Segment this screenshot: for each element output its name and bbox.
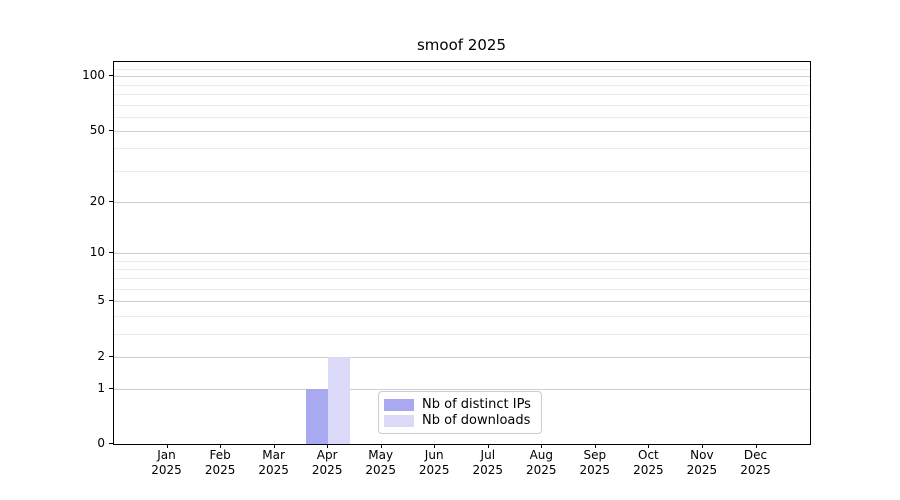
x-tick-feb (220, 444, 222, 448)
y-gridline-minor-6 (114, 289, 810, 290)
y-tick-0 (109, 443, 113, 444)
bar-downloads-apr (328, 356, 351, 444)
y-gridline-minor-70 (114, 104, 810, 106)
x-tick-label-oct: Oct 2025 (633, 448, 664, 477)
x-tick-aug (541, 444, 543, 448)
y-gridline-minor-8 (114, 269, 810, 270)
y-gridline-20 (114, 201, 810, 203)
y-gridline-minor-30 (114, 170, 810, 172)
legend: Nb of distinct IPs Nb of downloads (378, 391, 542, 434)
y-gridline-minor-90 (114, 84, 810, 86)
x-tick-label-sep: Sep 2025 (579, 448, 611, 477)
y-tick-label-5: 5 (97, 293, 105, 308)
y-gridline-minor-60 (114, 116, 810, 118)
y-gridline-2 (114, 356, 810, 358)
chart-title: smoof 2025 (416, 36, 506, 54)
legend-swatch-downloads-icon (384, 414, 414, 427)
y-tick-1 (109, 387, 113, 389)
bar-distinct-ips-apr (306, 388, 329, 444)
y-tick-100 (109, 75, 113, 77)
y-tick-label-2: 2 (97, 348, 105, 363)
x-tick-label-nov: Nov 2025 (686, 448, 718, 477)
legend-label-downloads: Nb of downloads (422, 413, 531, 428)
x-tick-mar (273, 444, 275, 448)
y-tick-label-1: 1 (97, 380, 105, 395)
y-tick-label-20: 20 (89, 193, 105, 208)
x-tick-sep (594, 444, 596, 448)
y-gridline-5 (114, 301, 810, 303)
y-tick-50 (109, 129, 113, 131)
x-tick-label-apr: Apr 2025 (311, 448, 343, 477)
x-tick-jan (166, 444, 168, 448)
x-tick-apr (327, 444, 329, 448)
x-tick-nov (701, 444, 703, 448)
y-gridline-10 (114, 253, 810, 254)
y-tick-20 (109, 200, 113, 202)
x-tick-jul (487, 444, 489, 448)
y-tick-10 (109, 252, 113, 253)
legend-item-downloads: Nb of downloads (384, 413, 535, 428)
y-gridline-minor-9 (114, 260, 810, 262)
x-tick-label-jul: Jul 2025 (472, 448, 504, 477)
x-tick-may (380, 444, 382, 448)
y-gridline-50 (114, 130, 810, 132)
x-tick-label-aug: Aug 2025 (526, 448, 557, 477)
x-tick-dec (755, 444, 757, 448)
y-gridline-minor-4 (114, 315, 810, 317)
y-tick-label-10: 10 (89, 245, 105, 259)
x-tick-label-mar: Mar 2025 (258, 448, 289, 477)
y-gridline-1 (114, 388, 810, 390)
legend-item-distinct-ips: Nb of distinct IPs (384, 397, 535, 412)
y-tick-label-50: 50 (89, 122, 105, 137)
y-tick-2 (109, 355, 113, 357)
x-tick-label-jan: Jan 2025 (151, 448, 182, 477)
y-tick-label-0: 0 (97, 436, 105, 450)
y-gridline-minor-40 (114, 148, 810, 150)
y-gridline-minor-3 (114, 333, 810, 335)
x-tick-label-dec: Dec 2025 (740, 448, 771, 477)
legend-label-distinct-ips: Nb of distinct IPs (422, 397, 531, 412)
legend-swatch-distinct-ips-icon (384, 398, 414, 411)
y-tick-label-100: 100 (82, 68, 105, 83)
x-tick-label-may: May 2025 (365, 448, 396, 477)
y-tick-5 (109, 300, 113, 302)
y-gridline-100 (114, 76, 810, 78)
x-tick-label-feb: Feb 2025 (204, 448, 236, 477)
y-gridline-minor-7 (114, 278, 810, 280)
plot-area (113, 61, 811, 445)
x-tick-oct (648, 444, 650, 448)
y-gridline-minor-80 (114, 94, 810, 95)
x-tick-label-jun: Jun 2025 (418, 448, 450, 477)
x-tick-jun (434, 444, 436, 448)
y-gridline-minor-110 (114, 68, 810, 70)
